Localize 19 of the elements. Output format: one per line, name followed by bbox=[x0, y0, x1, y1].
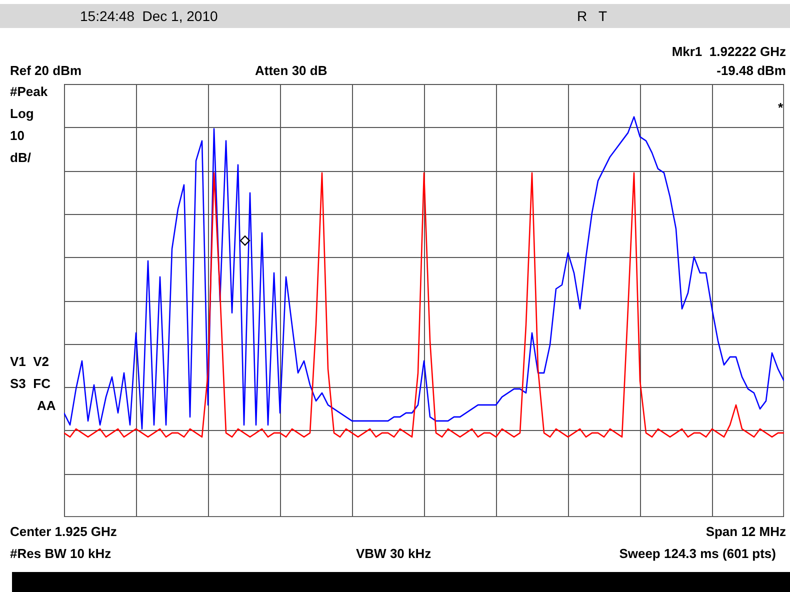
text: 10 bbox=[10, 128, 24, 143]
text: S3 FC bbox=[10, 376, 50, 391]
text: 15:24:48 Dec 1, 2010 bbox=[80, 8, 218, 24]
text: VBW 30 kHz bbox=[356, 546, 432, 561]
text: -19.48 dBm bbox=[716, 63, 786, 78]
text: Log bbox=[10, 106, 34, 121]
text: dB/ bbox=[10, 150, 31, 165]
text: #Res BW 10 kHz bbox=[10, 546, 112, 561]
text: Center 1.925 GHz bbox=[10, 524, 117, 539]
text: Atten 30 dB bbox=[255, 63, 328, 78]
text: R T bbox=[577, 8, 608, 24]
text: V1 V2 bbox=[10, 354, 50, 369]
text: #Peak bbox=[10, 84, 48, 99]
text: Ref 20 dBm bbox=[10, 63, 82, 78]
text: * bbox=[778, 100, 784, 115]
text: AA bbox=[37, 398, 56, 413]
text: Span 12 MHz bbox=[706, 524, 786, 539]
text: Sweep 124.3 ms (601 pts) bbox=[619, 546, 776, 561]
text: Mkr1 1.92222 GHz bbox=[672, 44, 786, 59]
